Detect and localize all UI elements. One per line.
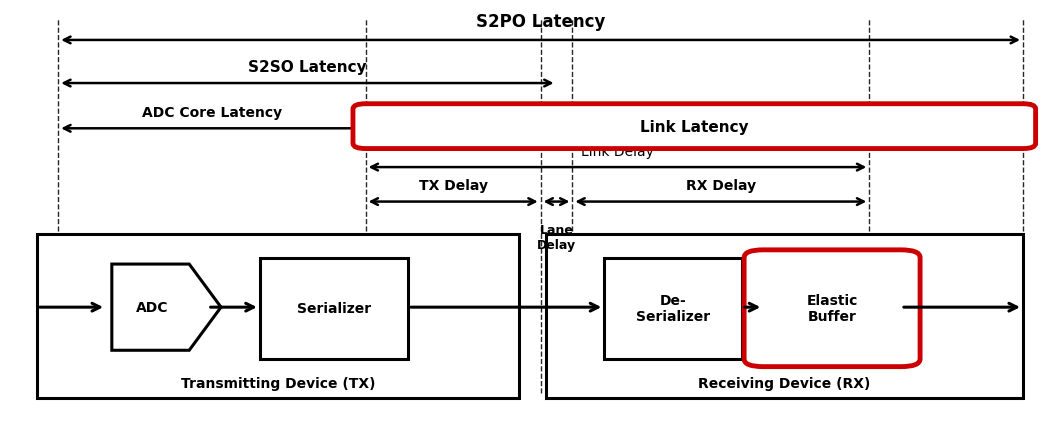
Text: ADC Core Latency: ADC Core Latency (142, 106, 282, 120)
Text: Transmitting Device (TX): Transmitting Device (TX) (181, 376, 375, 390)
Text: RX Delay: RX Delay (686, 179, 756, 193)
Text: Elastic
Buffer: Elastic Buffer (807, 293, 858, 324)
Polygon shape (111, 264, 220, 350)
Bar (546, 234, 1023, 398)
Text: ADC: ADC (137, 301, 169, 314)
Text: S2PO Latency: S2PO Latency (476, 13, 605, 31)
Text: Link Latency: Link Latency (640, 120, 748, 134)
FancyBboxPatch shape (353, 104, 1036, 149)
Text: Lane
Delay: Lane Delay (537, 224, 576, 252)
Bar (37, 234, 519, 398)
FancyBboxPatch shape (744, 250, 920, 367)
Text: Link Delay: Link Delay (581, 144, 654, 158)
Text: De-
Serializer: De- Serializer (636, 293, 710, 324)
Text: Receiving Device (RX): Receiving Device (RX) (699, 376, 870, 390)
Bar (604, 258, 742, 359)
Text: TX Delay: TX Delay (419, 179, 488, 193)
Bar (260, 258, 408, 359)
Text: Serializer: Serializer (297, 301, 371, 316)
Text: S2SO Latency: S2SO Latency (248, 59, 367, 74)
